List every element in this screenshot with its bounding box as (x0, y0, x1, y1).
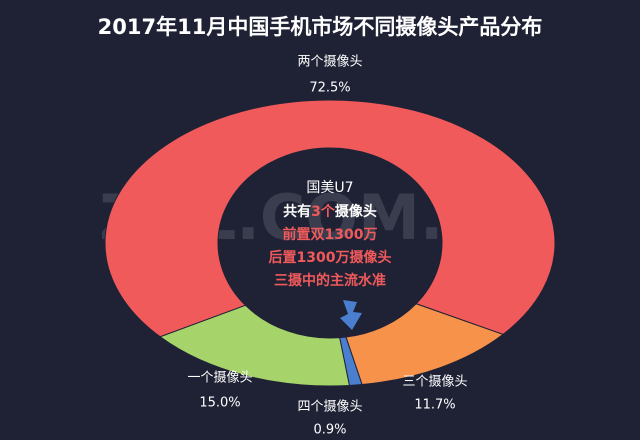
category-label: 两个摄像头 (297, 55, 362, 70)
ring (104, 99, 556, 387)
annotation: 国美U7 (306, 180, 353, 196)
value-label: 15.0% (199, 396, 240, 411)
annotation: 三摄中的主流水准 (274, 272, 386, 289)
annotation: 后置1300万摄像头 (269, 249, 392, 266)
value-label: 72.5% (309, 81, 350, 96)
donut-segment (104, 99, 556, 338)
donut-segment (159, 304, 351, 387)
annotation: 共有 (283, 203, 311, 220)
annotation: 共有3个摄像头 (283, 203, 377, 220)
category-label: 三个摄像头 (402, 375, 467, 390)
center-text: 国美U7 共有3个摄像头 前置双1300万 后置1300万摄像头 三摄中的主流水… (269, 180, 392, 289)
annotation: 前置双1300万 (283, 226, 378, 243)
value-label: 0.9% (313, 423, 346, 438)
chart-title: 2017年11月中国手机市场不同摄像头产品分布 (98, 15, 543, 39)
category-label: 四个摄像头 (297, 400, 362, 415)
category-label: 一个摄像头 (187, 371, 252, 386)
annotation: 摄像头 (335, 203, 377, 220)
value-label: 11.7% (414, 398, 455, 413)
arrow (340, 300, 362, 330)
annotation: 3个 (311, 203, 336, 220)
